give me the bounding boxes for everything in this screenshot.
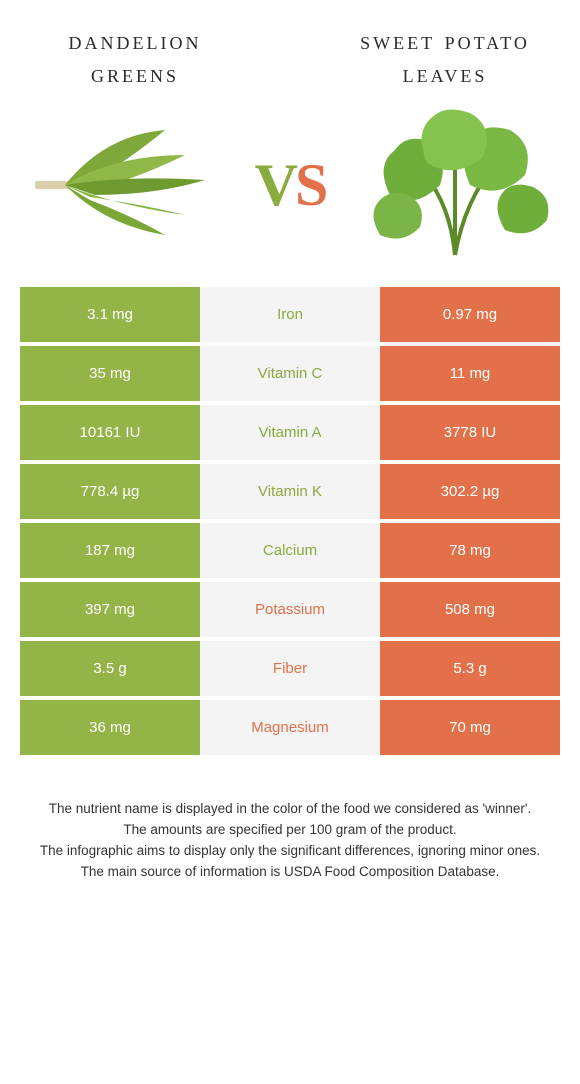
value-right: 11 mg: [380, 346, 560, 401]
value-right: 302.2 µg: [380, 464, 560, 519]
header: dandelion greens sweet potato leaves: [15, 25, 565, 90]
footer-line: The amounts are specified per 100 gram o…: [25, 821, 555, 840]
table-row: 397 mgPotassium508 mg: [20, 582, 560, 637]
vs-label: VS: [255, 151, 326, 220]
table-row: 187 mgCalcium78 mg: [20, 523, 560, 578]
table-row: 3.5 gFiber5.3 g: [20, 641, 560, 696]
value-right: 78 mg: [380, 523, 560, 578]
nutrient-name: Potassium: [200, 582, 380, 637]
images-row: VS: [15, 105, 565, 265]
value-left: 187 mg: [20, 523, 200, 578]
footer-line: The nutrient name is displayed in the co…: [25, 800, 555, 819]
table-row: 35 mgVitamin C11 mg: [20, 346, 560, 401]
value-left: 778.4 µg: [20, 464, 200, 519]
nutrient-name: Calcium: [200, 523, 380, 578]
value-right: 5.3 g: [380, 641, 560, 696]
table-row: 778.4 µgVitamin K302.2 µg: [20, 464, 560, 519]
food-image-right: [355, 105, 555, 265]
value-left: 36 mg: [20, 700, 200, 755]
title-left: dandelion greens: [35, 25, 235, 90]
value-left: 10161 IU: [20, 405, 200, 460]
sweet-potato-leaves-icon: [355, 105, 555, 265]
value-left: 3.1 mg: [20, 287, 200, 342]
table-row: 3.1 mgIron0.97 mg: [20, 287, 560, 342]
table-row: 36 mgMagnesium70 mg: [20, 700, 560, 755]
footer-line: The infographic aims to display only the…: [25, 842, 555, 861]
vs-s: S: [295, 152, 325, 218]
nutrient-name: Iron: [200, 287, 380, 342]
value-right: 70 mg: [380, 700, 560, 755]
footer-notes: The nutrient name is displayed in the co…: [15, 800, 565, 882]
nutrient-name: Fiber: [200, 641, 380, 696]
table-row: 10161 IUVitamin A3778 IU: [20, 405, 560, 460]
value-right: 0.97 mg: [380, 287, 560, 342]
nutrient-table: 3.1 mgIron0.97 mg35 mgVitamin C11 mg1016…: [20, 287, 560, 755]
value-right: 3778 IU: [380, 405, 560, 460]
nutrient-name: Vitamin C: [200, 346, 380, 401]
value-left: 3.5 g: [20, 641, 200, 696]
value-left: 35 mg: [20, 346, 200, 401]
value-left: 397 mg: [20, 582, 200, 637]
dandelion-greens-icon: [25, 105, 225, 265]
food-image-left: [25, 105, 225, 265]
nutrient-name: Vitamin K: [200, 464, 380, 519]
value-right: 508 mg: [380, 582, 560, 637]
title-right: sweet potato leaves: [345, 25, 545, 90]
footer-line: The main source of information is USDA F…: [25, 863, 555, 882]
vs-v: V: [255, 152, 295, 218]
nutrient-name: Vitamin A: [200, 405, 380, 460]
nutrient-name: Magnesium: [200, 700, 380, 755]
